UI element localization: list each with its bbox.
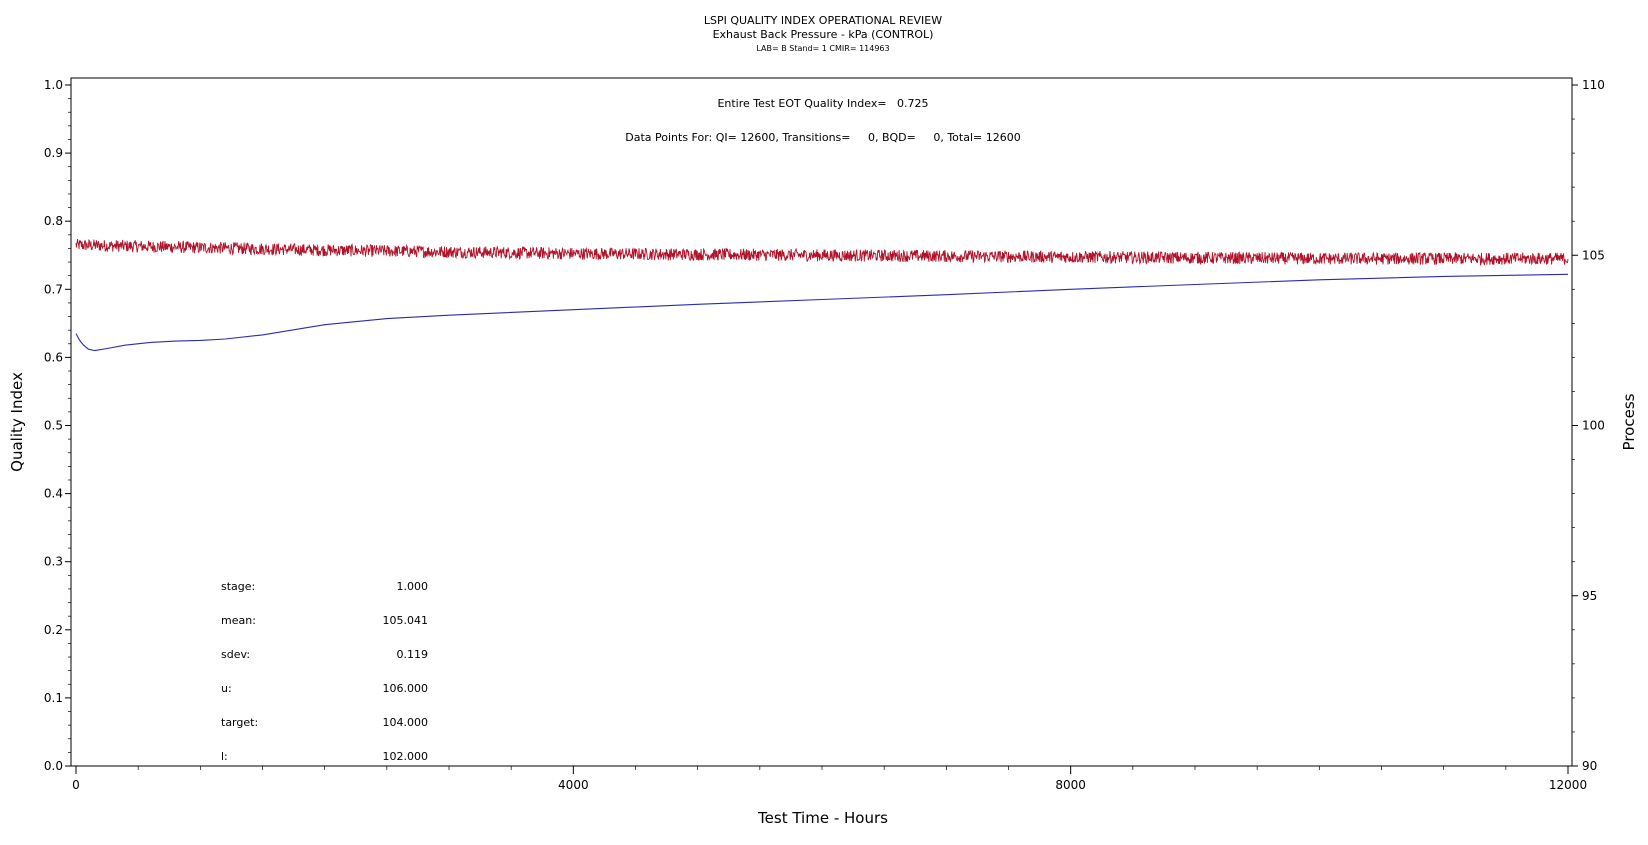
x-tick-label-3: 12000 xyxy=(1549,778,1587,792)
y-tick-label-0: 0.0 xyxy=(44,759,63,773)
stat-value-4: 104.000 xyxy=(383,716,429,729)
y-tick-label-8: 0.8 xyxy=(44,214,63,228)
stat-value-1: 105.041 xyxy=(383,614,429,627)
stat-label-2: sdev: xyxy=(221,648,250,661)
stat-label-4: target: xyxy=(221,716,258,729)
y-tick-label-6: 0.6 xyxy=(44,350,63,364)
quality-index-annotation: Entire Test EOT Quality Index= 0.725 xyxy=(717,97,928,110)
y2-tick-label-4: 110 xyxy=(1582,78,1605,92)
y2-tick-label-0: 90 xyxy=(1582,759,1597,773)
chart-subtitle: Exhaust Back Pressure - kPa (CONTROL) xyxy=(713,28,934,41)
stat-value-0: 1.000 xyxy=(397,580,429,593)
axis-ticks: 0.0 0.1 0.2 0.3 0.4 0.5 0.6 0.7 0.8 0.9 1.0 90 95 100… xyxy=(44,78,1605,792)
y-tick-label-1: 0.1 xyxy=(44,691,63,705)
y-tick-label-9: 0.9 xyxy=(44,146,63,160)
stat-value-5: 102.000 xyxy=(383,750,429,763)
series-layer xyxy=(75,238,1569,352)
stat-label-0: stage: xyxy=(221,580,255,593)
stat-value-2: 0.119 xyxy=(397,648,429,661)
stat-value-3: 106.000 xyxy=(383,682,429,695)
y-tick-label-10: 1.0 xyxy=(44,78,63,92)
y2-tick-label-3: 105 xyxy=(1582,248,1605,262)
data-points-annotation: Data Points For: QI= 12600, Transitions=… xyxy=(625,131,1020,144)
series-process-line xyxy=(75,238,1569,267)
y-tick-label-4: 0.4 xyxy=(44,487,63,501)
y-axis-label: Quality Index xyxy=(8,372,26,472)
stats-block: stage: 1.000 mean: 105.041 sdev: 0.119 u: 106.0… xyxy=(221,580,428,763)
x-axis-label: Test Time - Hours xyxy=(757,809,888,827)
y2-axis-label: Process xyxy=(1620,393,1638,450)
chart-subtitle-lab: LAB= B Stand= 1 CMIR= 114963 xyxy=(756,44,889,53)
x-tick-label-2: 8000 xyxy=(1055,778,1086,792)
x-tick-label-0: 0 xyxy=(72,778,80,792)
y2-tick-label-1: 95 xyxy=(1582,589,1597,603)
stat-label-3: u: xyxy=(221,682,232,695)
x-tick-label-1: 4000 xyxy=(558,778,589,792)
series-quality-index-line xyxy=(75,273,1569,352)
y-tick-label-3: 0.3 xyxy=(44,555,63,569)
plot-frame xyxy=(70,77,1573,767)
y-tick-label-5: 0.5 xyxy=(44,419,63,433)
stat-label-5: l: xyxy=(221,750,228,763)
stat-label-1: mean: xyxy=(221,614,256,627)
chart-title: LSPI QUALITY INDEX OPERATIONAL REVIEW xyxy=(704,14,942,27)
y-tick-label-7: 0.7 xyxy=(44,282,63,296)
y2-tick-label-2: 100 xyxy=(1582,419,1605,433)
y-tick-label-2: 0.2 xyxy=(44,623,63,637)
